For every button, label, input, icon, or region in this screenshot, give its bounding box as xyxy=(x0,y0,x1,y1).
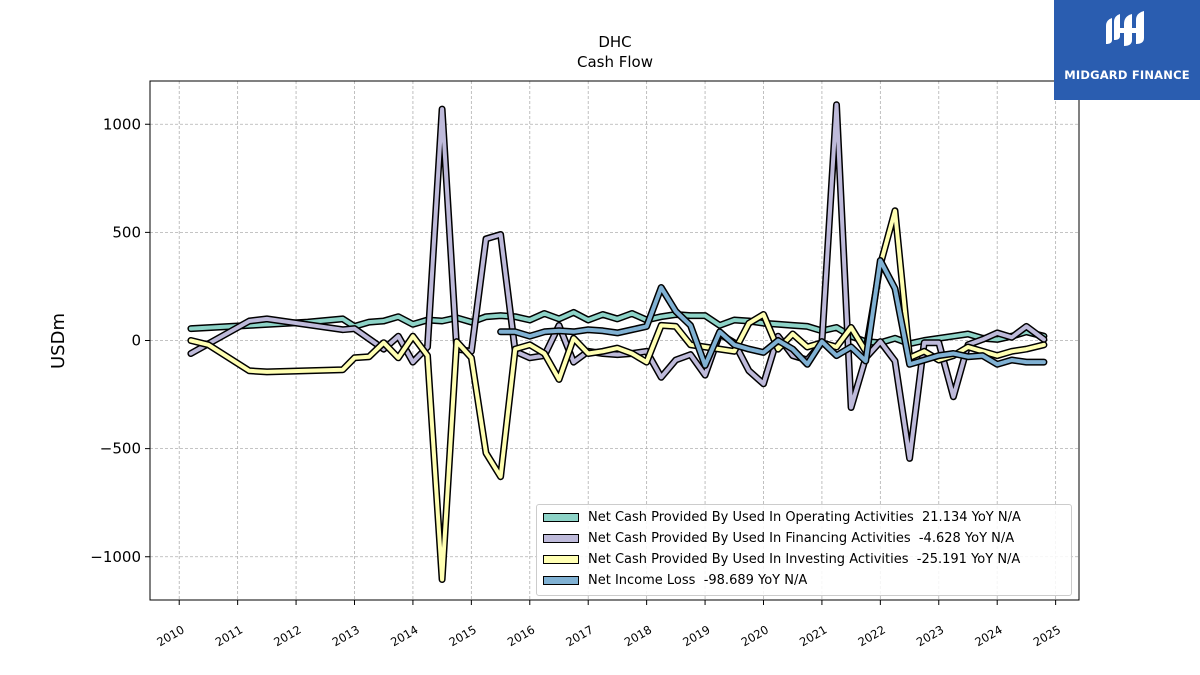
y-tick-label: 0 xyxy=(131,332,141,350)
legend-item: Net Cash Provided By Used In Operating A… xyxy=(543,508,1021,526)
legend-label: Net Cash Provided By Used In Financing A… xyxy=(588,530,1015,546)
legend-swatch xyxy=(543,554,579,564)
y-tick-label: −500 xyxy=(100,440,141,458)
x-tick-label: 2011 xyxy=(213,622,245,649)
midgard-logo-icon xyxy=(1106,11,1144,46)
chart-title: DHC xyxy=(598,33,631,51)
brand-logo: MIDGARD FINANCE xyxy=(1054,0,1200,100)
x-tick-label: 2016 xyxy=(505,622,537,649)
series-line-1 xyxy=(188,102,1046,461)
series-line-0 xyxy=(188,310,1046,346)
x-tick-label: 2022 xyxy=(855,622,887,649)
legend-item: Net Cash Provided By Used In Financing A… xyxy=(543,529,1014,547)
x-tick-label: 2015 xyxy=(446,622,478,649)
x-tick-label: 2024 xyxy=(972,622,1004,649)
series-lines xyxy=(187,101,1048,583)
legend-label: Net Income Loss -98.689 YoY N/A xyxy=(588,572,808,588)
x-tick-label: 2014 xyxy=(388,622,420,649)
x-tick-label: 2017 xyxy=(563,622,595,649)
x-tick-label: 2021 xyxy=(797,622,829,649)
y-tick-label: 1000 xyxy=(103,115,141,133)
legend-label: Net Cash Provided By Used In Investing A… xyxy=(588,551,1021,567)
x-tick-label: 2012 xyxy=(271,622,303,649)
x-tick-label: 2019 xyxy=(680,622,712,649)
y-axis-label: USDm xyxy=(48,313,69,369)
x-tick-label: 2023 xyxy=(914,622,946,649)
y-tick-label: 500 xyxy=(112,223,141,241)
x-tick-label: 2013 xyxy=(330,622,362,649)
legend-item: Net Income Loss -98.689 YoY N/A xyxy=(543,571,807,589)
legend-swatch xyxy=(543,512,579,522)
legend-swatch xyxy=(543,533,579,543)
series-line-2 xyxy=(188,208,1046,582)
x-tick-label: 2018 xyxy=(622,622,654,649)
x-tick-label: 2020 xyxy=(739,622,771,649)
legend-swatch xyxy=(543,575,579,585)
brand-name: MIDGARD FINANCE xyxy=(1064,68,1190,82)
legend-item: Net Cash Provided By Used In Investing A… xyxy=(543,550,1020,568)
x-tick-label: 2010 xyxy=(154,622,186,649)
x-tick-label: 2025 xyxy=(1031,622,1063,649)
chart-subtitle: Cash Flow xyxy=(577,53,653,71)
y-tick-label: −1000 xyxy=(90,548,141,566)
chart-legend: Net Cash Provided By Used In Operating A… xyxy=(536,504,1072,596)
series-line-3 xyxy=(498,258,1046,368)
legend-label: Net Cash Provided By Used In Operating A… xyxy=(588,509,1021,525)
